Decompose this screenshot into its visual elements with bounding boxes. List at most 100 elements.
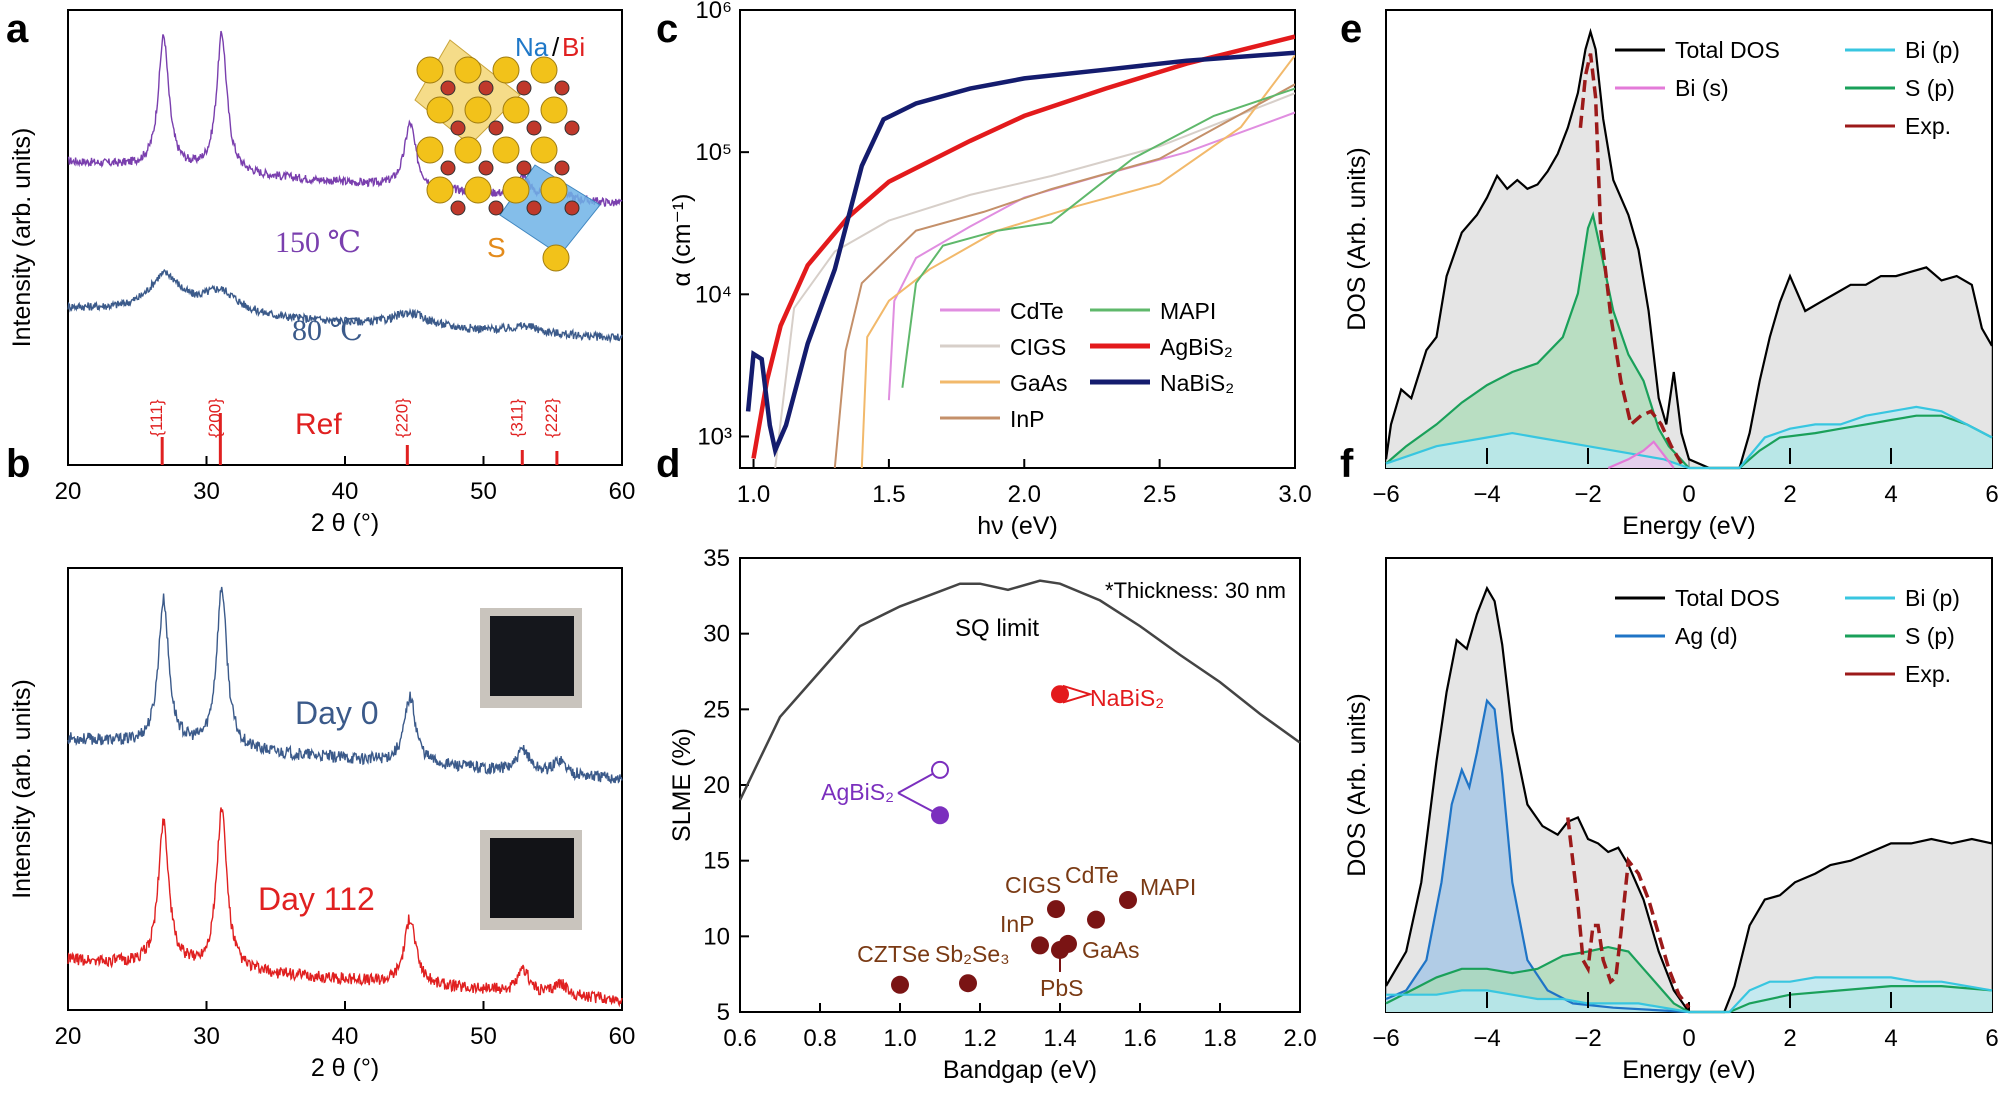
cation-atom [488,200,504,216]
panel-e-line-3 [1607,440,1675,470]
panel-b-xtick-label: 50 [470,1023,497,1050]
panel-f-area-3 [1386,977,1992,1012]
panel-c-legend-label: CdTe [1010,298,1064,324]
panel-e-legend-label: Bi (s) [1675,75,1729,101]
panel-e-legend-label: Total DOS [1675,37,1780,63]
panel-f-ylabel: DOS (Arb. units) [1343,693,1371,876]
panel-e-line-1 [1385,211,1993,470]
panel-d-point [891,975,909,994]
panel-a-xlabel: 2 θ (°) [311,509,379,537]
panel-e-area-0 [1386,31,1992,469]
panel-a-label-150C: 150 ℃ [275,226,361,259]
cation-atom [554,80,570,96]
panel-c-series-1 [774,92,1295,468]
panel-c-ylabel: α (cm⁻¹) [668,194,696,287]
panel-letter-a: a [6,7,29,51]
inset-label-na: Na [515,32,549,62]
panel-d-ytick-label: 35 [703,545,730,572]
panel-letter-e: e [1340,7,1362,51]
panel-f-legend-label: Exp. [1905,661,1951,687]
panel-f-xtick-label: 4 [1884,1025,1897,1052]
panel-b-label-day0: Day 0 [295,695,379,731]
panel-b-xtick-label: 20 [55,1023,82,1050]
panel-e-ylabel: DOS (Arb. units) [1343,147,1371,330]
panel-c-xtick-label: 1.0 [737,481,770,508]
panel-b-xtick-label: 40 [332,1023,359,1050]
panel-b-label-day112: Day 112 [258,881,375,917]
cation-atom [488,120,504,136]
panel-f-xtick-label: 2 [1783,1025,1796,1052]
panel-f-xtick-label: −6 [1372,1025,1399,1052]
panel-d-xtick-label: 1.4 [1043,1025,1076,1052]
sulfur-atom [416,136,444,164]
panel-d-ytick-label: 30 [703,621,730,648]
panel-d-ylabel: SLME (%) [668,728,696,842]
panel-c-series-0 [887,111,1295,401]
panel-f-legend-label: Bi (p) [1905,585,1960,611]
panel-f-line-1 [1385,698,1690,1014]
panel-f-xtick-label: −2 [1574,1025,1601,1052]
panel-c-ytick-label: 10⁴ [695,281,732,308]
sulfur-atom [426,96,454,124]
panel-f-area-0 [1386,588,1992,1012]
panel-f-xtick-label: 0 [1682,1025,1695,1052]
panel-f-line-2 [1385,945,1993,1014]
panel-b-ylabel: Intensity (arb. units) [8,679,36,899]
panel-d-ytick-label: 10 [703,923,730,950]
sulfur-atom [502,176,530,204]
panel-b-photo-day0 [490,616,574,696]
panel-b-xrd-stability: 20 30 40 50 60 2 θ (°) Intensity (arb. units) D… [8,567,635,1082]
panel-a-label-80C: 80 ℃ [292,314,363,347]
panel-d-ytick-label: 25 [703,696,730,723]
panel-f-xtick-label: −4 [1473,1025,1500,1052]
panel-f-line-0 [1385,585,1993,1014]
sulfur-atom [502,96,530,124]
panel-c-legend-label: InP [1010,406,1045,432]
panel-c-xlabel: hν (eV) [977,512,1058,540]
panel-c-frame [739,9,1296,469]
panel-c-series-6 [745,50,1295,458]
panel-d-point [931,806,949,825]
panel-letter-d: d [656,442,680,486]
panel-a-xtick-label: 20 [55,478,82,505]
panel-f-area-1 [1386,700,1689,1012]
panel-a-xtick-label: 40 [332,478,359,505]
sulfur-atom [464,96,492,124]
panel-c-series-4 [901,87,1295,388]
panel-c-xtick-label: 1.5 [872,481,905,508]
panel-d-point-label: MAPI [1140,874,1196,900]
panel-c-legend-label: GaAs [1010,370,1068,396]
inset-label-slash: / [552,32,560,62]
panel-a-ylabel: Intensity (arb. units) [8,128,36,348]
panel-d-point-label: Sb₂Se₃ [935,941,1010,967]
cation-atom [450,120,466,136]
panel-d-slme: 0.6 0.8 1.0 1.2 1.4 1.6 1.8 2.0 5 10 15 20 25 30 35 Ban… [668,545,1317,1084]
panel-d-xlabel: Bandgap (eV) [943,1056,1097,1084]
cation-atom [516,160,532,176]
panel-c-series-5 [751,34,1295,459]
panel-d-note: *Thickness: 30 nm [1105,578,1286,603]
panel-c-ytick-label: 10⁶ [695,0,732,24]
panel-a-crystal-inset: Na / Bi S [414,32,601,272]
panel-d-xtick-label: 1.0 [883,1025,916,1052]
panel-d-ytick-label: 15 [703,848,730,875]
panel-a-ref-label: {220} [392,398,411,438]
panel-f-dos-agbis2: −6 −4 −2 0 2 4 6 Energy (eV) DOS (Arb. units) Tot… [1343,557,1999,1084]
panel-f-line-4 [1566,817,1691,1009]
panel-c-legend-label: CIGS [1010,334,1066,360]
panel-d-point [1051,940,1069,959]
panel-b-xtick-label: 30 [193,1023,220,1050]
panel-a-ref-label: {311} [507,398,526,437]
panel-d-point-open [931,760,949,779]
panel-f-legend-label: Ag (d) [1675,623,1738,649]
panel-d-ytick-label: 20 [703,772,730,799]
sulfur-atom [530,56,558,84]
panel-c-legend-label: AgBiS₂ [1160,334,1233,360]
sulfur-atom [542,244,570,272]
inset-label-s: S [487,232,506,263]
panel-d-point-label: PbS [1040,975,1083,1001]
sulfur-atom [530,136,558,164]
sulfur-atom [416,56,444,84]
panel-c-series-3 [833,83,1295,468]
